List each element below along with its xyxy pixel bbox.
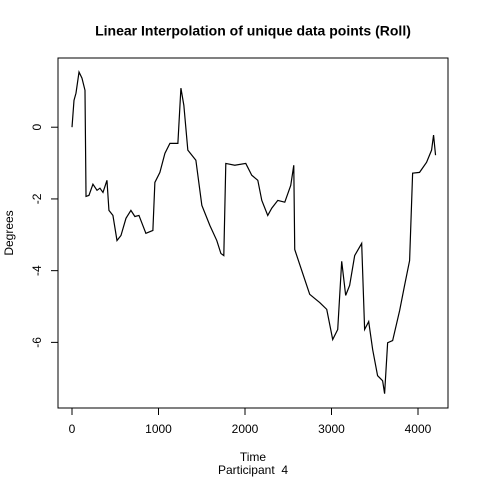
subtitle: Participant 4 [218, 463, 288, 477]
y-tick-label: 0 [30, 124, 44, 131]
y-tick-label: -2 [30, 193, 44, 204]
data-line [71, 69, 437, 394]
x-axis-label: Time [240, 450, 267, 464]
x-tick-label: 0 [69, 422, 76, 436]
x-tick-label: 4000 [405, 422, 432, 436]
chart-title: Linear Interpolation of unique data poin… [95, 23, 411, 39]
x-tick-label: 2000 [232, 422, 259, 436]
y-tick-label: -4 [30, 265, 44, 276]
x-tick-label: 3000 [318, 422, 345, 436]
x-tick-label: 1000 [145, 422, 172, 436]
y-axis-label: Degrees [2, 210, 16, 255]
y-tick-label: -6 [30, 337, 44, 348]
